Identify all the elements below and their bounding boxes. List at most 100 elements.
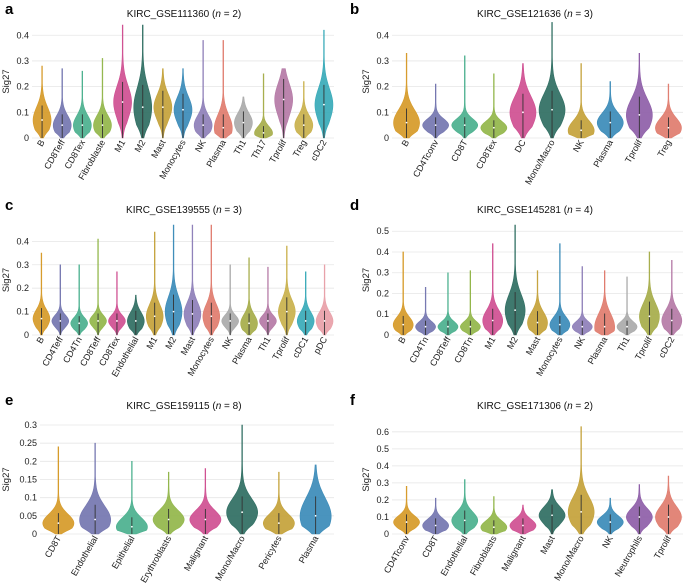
- x-tick-label: Mono/Macro: [552, 534, 586, 582]
- x-tick-label: Epithelial: [110, 534, 137, 571]
- violin-group: [596, 497, 624, 535]
- x-tick-label: Malignant: [500, 534, 528, 573]
- violin-group: [213, 40, 233, 139]
- median-point: [551, 514, 553, 517]
- x-tick-label: CD8T: [420, 534, 441, 560]
- violin-group: [509, 63, 537, 139]
- violin-group: [189, 468, 222, 535]
- panel-c: c KIRC_GSE139555 (n = 3) Sig27 0 0.1 0.2 0.3 0.…: [1, 197, 334, 379]
- y-tick-label: 0.3: [16, 260, 29, 270]
- title-suffix: = 2): [221, 9, 241, 20]
- violin-plasma: [594, 270, 615, 336]
- median-point: [514, 309, 517, 311]
- y-tick-label: 0.15: [19, 475, 37, 485]
- x-tick-label: Plasma: [297, 534, 321, 565]
- violin-group: [626, 484, 653, 535]
- violin-group: [127, 294, 145, 336]
- panel-title: KIRC_GSE145281 (n = 4): [477, 205, 593, 216]
- x-tick-label: NK: [572, 335, 587, 351]
- x-tick-label: Tprolif: [267, 138, 288, 165]
- y-tick-label: 0.6: [376, 427, 389, 437]
- median-point: [603, 325, 606, 328]
- y-tick-label: 0.4: [16, 30, 29, 40]
- title-n: n: [216, 401, 222, 412]
- violin-mast: [183, 224, 202, 336]
- x-tick-label: M1: [145, 335, 160, 351]
- violin-group: [226, 424, 258, 535]
- violin-endothelial: [451, 479, 479, 535]
- y-tick-label: 0.2: [376, 288, 389, 298]
- median-point: [202, 124, 205, 127]
- violin-group: [254, 73, 273, 139]
- y-tick-label: 0: [32, 529, 37, 539]
- y-tick-label: 0.5: [376, 226, 389, 236]
- violin-group: [221, 264, 239, 336]
- violin-pdc: [315, 264, 334, 336]
- violin-b: [393, 52, 420, 139]
- x-tick-label: Tprolif: [633, 335, 654, 362]
- x-tick-label: M1: [112, 138, 127, 154]
- violin-group: [639, 251, 660, 336]
- panel-title: KIRC_GSE171306 (n = 2): [477, 401, 593, 412]
- violin-fibroblaste: [93, 58, 112, 139]
- y-tick-label: 0.2: [376, 495, 389, 505]
- median-point: [581, 325, 584, 328]
- title-prefix: KIRC_GSE145281 (: [477, 205, 568, 216]
- violin-plasma: [213, 40, 233, 139]
- x-tick-label: B: [400, 138, 412, 148]
- violin-m2: [504, 224, 526, 336]
- violin-group: [509, 504, 537, 535]
- y-tick-label: 0.1: [16, 307, 29, 317]
- y-axis-label: Sig27: [361, 467, 372, 491]
- median-point: [153, 315, 156, 318]
- median-point: [522, 111, 524, 114]
- x-tick-label: Th17: [249, 138, 268, 161]
- x-tick-label: Mono/Macro: [523, 138, 557, 186]
- violin-group: [145, 231, 164, 336]
- violin-cd4tconv: [422, 83, 449, 139]
- y-axis-label: Sig27: [1, 69, 12, 93]
- median-point: [580, 129, 583, 132]
- title-suffix: = 4): [573, 205, 593, 216]
- violin-cd8tex: [480, 73, 508, 139]
- title-suffix: = 3): [573, 9, 593, 20]
- median-point: [536, 321, 539, 324]
- violin-nk: [567, 63, 595, 139]
- median-point: [277, 522, 280, 524]
- y-tick-label: 0: [384, 330, 389, 340]
- x-tick-label: cDC2: [309, 138, 329, 162]
- violin-group: [480, 496, 508, 535]
- median-point: [405, 521, 408, 523]
- violin-group: [70, 264, 88, 336]
- violin-cd8tn: [460, 270, 481, 336]
- violin-cd8teff: [52, 68, 72, 139]
- y-tick-label: 0.3: [24, 420, 37, 430]
- violin-group: [173, 68, 193, 139]
- violin-cd8teff: [437, 272, 459, 336]
- title-n: n: [215, 9, 221, 20]
- y-tick-label: 0.1: [376, 309, 389, 319]
- median-point: [626, 325, 628, 328]
- violin-plasma: [240, 257, 258, 336]
- panel-title: KIRC_GSE121636 (n = 3): [477, 9, 593, 20]
- y-tick-label: 0.1: [376, 107, 389, 117]
- y-tick-label: 0.3: [376, 56, 389, 66]
- violin-erythroblasts: [152, 471, 185, 535]
- x-tick-label: Plasma: [204, 138, 228, 169]
- median-point: [667, 126, 670, 129]
- title-prefix: KIRC_GSE121636 (: [477, 9, 568, 20]
- violin-group: [89, 238, 107, 336]
- x-tick-label: B: [396, 335, 408, 345]
- median-point: [61, 124, 64, 127]
- x-tick-label: Th1: [615, 335, 631, 353]
- violin-group: [538, 489, 566, 535]
- median-point: [492, 126, 495, 129]
- panel-b: b KIRC_GSE121636 (n = 3) Sig27 0 0.1 0.2 0.3 0.…: [350, 1, 683, 186]
- violin-cd4teff: [51, 264, 70, 336]
- y-tick-label: 0.2: [16, 283, 29, 293]
- y-tick-label: 0.1: [376, 512, 389, 522]
- median-point: [609, 121, 612, 124]
- violin-group: [193, 40, 213, 139]
- title-n: n: [567, 9, 573, 20]
- violin-group: [596, 81, 624, 139]
